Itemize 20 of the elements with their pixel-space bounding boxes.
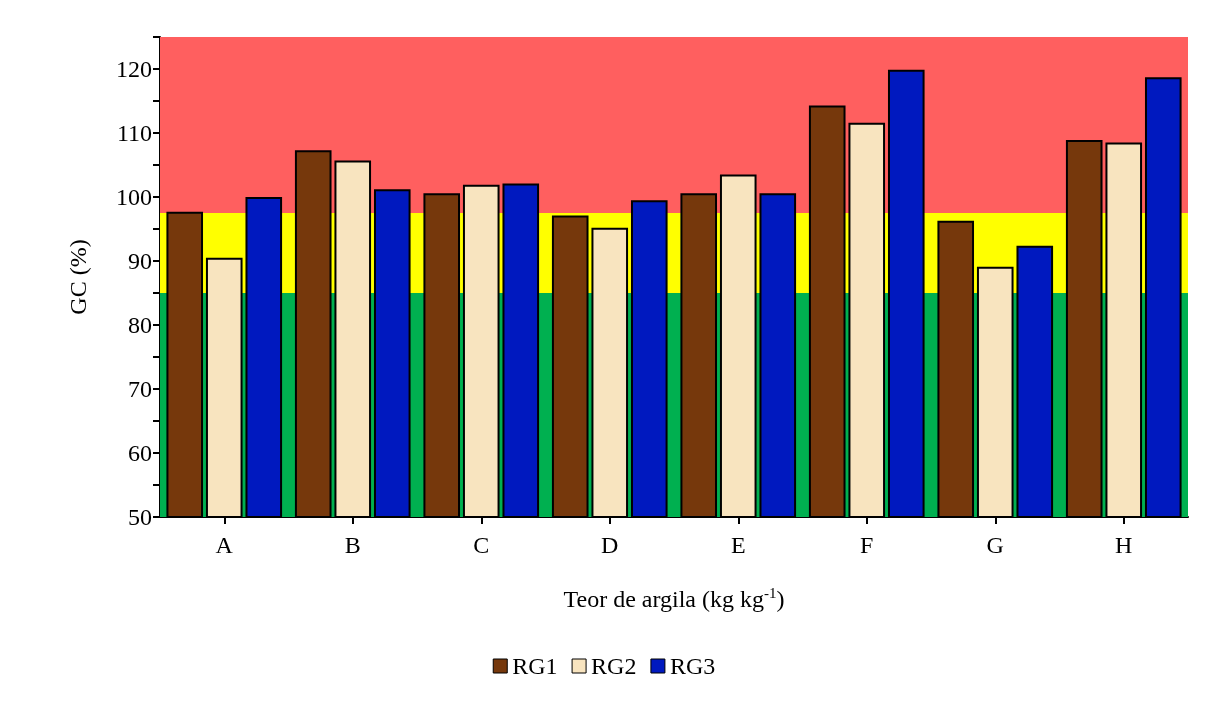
y-tick-label: 100 [116, 184, 152, 210]
x-tick-label: B [344, 532, 361, 558]
x-tick-label: F [860, 532, 874, 558]
x-tick-label: H [1115, 532, 1133, 558]
y-tick-label: 60 [128, 440, 152, 466]
y-tick-label: 110 [116, 120, 152, 146]
x-tick-label: A [215, 532, 234, 558]
legend-label: RG3 [669, 653, 716, 679]
y-tick-label: 120 [116, 56, 152, 82]
legend-label: RG2 [591, 653, 637, 679]
x-tick-label: E [730, 532, 746, 558]
x-tick-label: C [473, 532, 490, 558]
y-tick-label: 50 [128, 504, 152, 530]
y-tick-label: 70 [128, 376, 152, 402]
y-tick-label: 80 [128, 312, 152, 338]
y-axis-title: GC (%) [65, 239, 91, 315]
x-tick-label: G [986, 532, 1004, 558]
y-tick-label: 90 [128, 248, 152, 274]
x-tick-label: D [601, 532, 619, 558]
legend-label: RG1 [512, 653, 558, 679]
